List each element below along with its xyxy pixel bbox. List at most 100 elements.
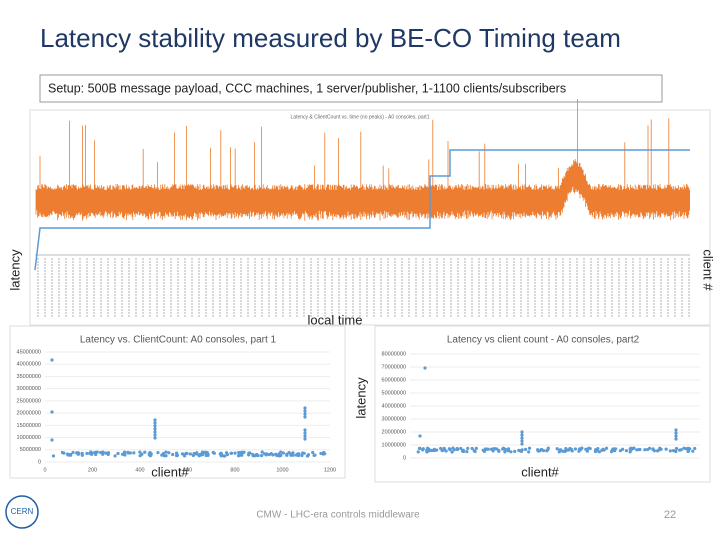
point [93,450,97,455]
y-tick-label: 50000000 [382,390,406,396]
point [674,428,678,432]
point [506,448,510,452]
chart-title: Latency & ClientCount vs. time (no peaks… [291,114,430,120]
point [225,453,230,457]
point [237,450,241,455]
point [260,450,264,454]
point [629,448,633,452]
point [426,446,430,450]
point [461,449,466,454]
y-tick-label: 0 [38,459,41,465]
point [417,446,422,451]
point [588,446,592,451]
y-tick-label: 20000000 [17,411,41,417]
point [509,450,513,454]
x-tick-label: 1200 [324,467,336,473]
y-tick-label: 10000000 [382,442,406,448]
point [153,418,157,422]
point [71,450,75,455]
point [76,452,80,456]
point [303,415,307,419]
x-axis-label: client# [521,464,559,479]
point [182,454,187,458]
point [573,447,577,451]
point [291,453,295,457]
point [635,448,639,452]
point [664,447,668,451]
y-tick-label: 40000000 [17,362,41,368]
y2-axis-label: client # [701,249,716,291]
point [251,452,255,457]
y-tick-label: 35000000 [17,374,41,380]
y-tick-label: 5000000 [20,447,41,453]
chart-title: Latency vs. ClientCount: A0 consoles, pa… [80,335,277,346]
point [89,450,93,454]
point [613,449,617,453]
noise-band [35,99,690,221]
point [527,450,531,454]
y-tick-label: 20000000 [382,429,406,435]
point [303,434,307,438]
point [153,427,157,431]
point [618,449,623,453]
point [302,451,306,455]
y-tick-label: 40000000 [382,403,406,409]
y-tick-label: 0 [403,455,406,461]
point [149,453,153,457]
point [303,428,307,432]
y-axis-label: latency [7,249,22,291]
point [204,453,208,458]
point [138,450,142,454]
point [668,449,672,453]
point [153,430,157,434]
point [444,449,448,453]
point [138,454,142,458]
point [674,437,678,441]
point [447,447,451,451]
point [153,424,157,428]
point [188,452,192,456]
point [291,451,295,455]
point [242,450,246,454]
point [160,453,164,457]
point [66,453,70,457]
point [465,450,469,454]
point [300,453,304,458]
point [450,450,454,454]
point [303,406,307,410]
y-axis-label: latency [353,377,368,419]
point [584,447,588,451]
point [191,453,195,458]
point [128,451,132,455]
point [212,451,216,455]
point [536,449,540,453]
point [153,421,157,425]
point [126,450,130,454]
point [175,453,180,457]
point [520,439,524,443]
chart-title: Latency vs client count - A0 consoles, p… [447,335,640,346]
point [85,451,89,456]
y-tick-label: 70000000 [382,364,406,370]
point [416,450,420,454]
point [520,442,524,446]
point [185,451,189,456]
point [497,448,501,452]
point [674,434,678,438]
point [425,450,429,454]
y-tick-label: 30000000 [17,386,41,392]
point [200,452,205,457]
point [594,448,598,452]
point [558,448,563,452]
point [239,450,244,454]
point [466,446,470,450]
point [651,447,655,451]
point [50,410,54,414]
title: Latency stability measured by BE-CO Timi… [40,23,621,53]
point [233,451,237,455]
point [501,447,505,451]
point [520,433,524,437]
point [319,451,323,456]
